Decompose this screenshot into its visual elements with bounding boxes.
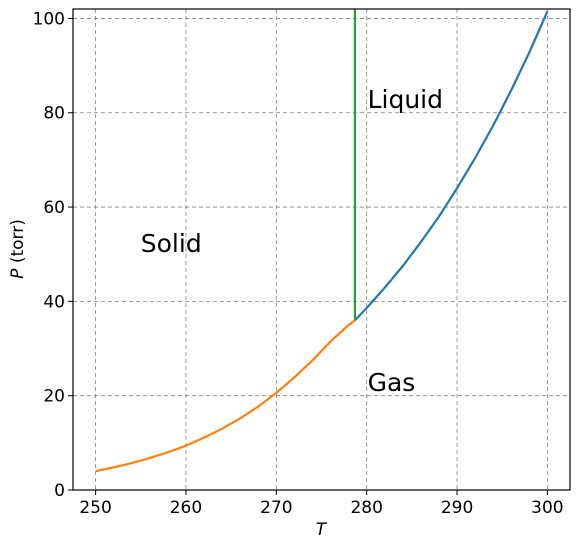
region-label-liquid: Liquid bbox=[368, 85, 443, 114]
y-tick-label: 20 bbox=[43, 387, 65, 407]
x-tick-label: 270 bbox=[260, 498, 292, 518]
y-tick-label: 100 bbox=[33, 9, 65, 29]
x-tick-label: 280 bbox=[350, 498, 382, 518]
x-axis-label-text: T bbox=[316, 520, 328, 540]
region-label-solid: Solid bbox=[141, 229, 202, 258]
x-tick-label: 260 bbox=[170, 498, 202, 518]
x-axis-label: T bbox=[316, 520, 328, 540]
y-tick-label: 80 bbox=[43, 104, 65, 124]
y-axis-label: P (torr) bbox=[8, 219, 28, 279]
y-tick-label: 60 bbox=[43, 198, 65, 218]
x-tick-label: 290 bbox=[441, 498, 473, 518]
x-tick-label: 300 bbox=[531, 498, 563, 518]
y-tick-label: 0 bbox=[54, 481, 65, 501]
y-tick-label: 40 bbox=[43, 292, 65, 312]
region-label-gas: Gas bbox=[368, 368, 416, 397]
x-tick-label: 250 bbox=[79, 498, 111, 518]
y-axis-label-unit: (torr) bbox=[8, 219, 28, 268]
